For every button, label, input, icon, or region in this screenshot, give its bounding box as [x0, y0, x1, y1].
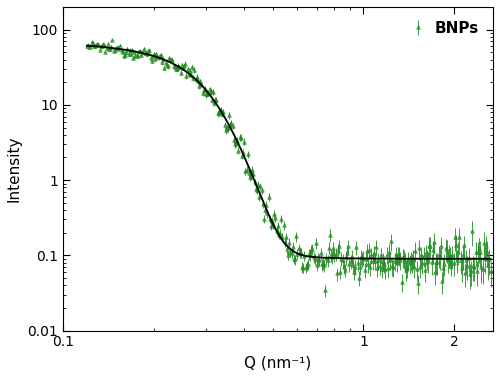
X-axis label: Q (nm⁻¹): Q (nm⁻¹) [244, 355, 312, 370]
Y-axis label: Intensity: Intensity [7, 136, 22, 202]
Legend: BNPs: BNPs [403, 15, 485, 42]
